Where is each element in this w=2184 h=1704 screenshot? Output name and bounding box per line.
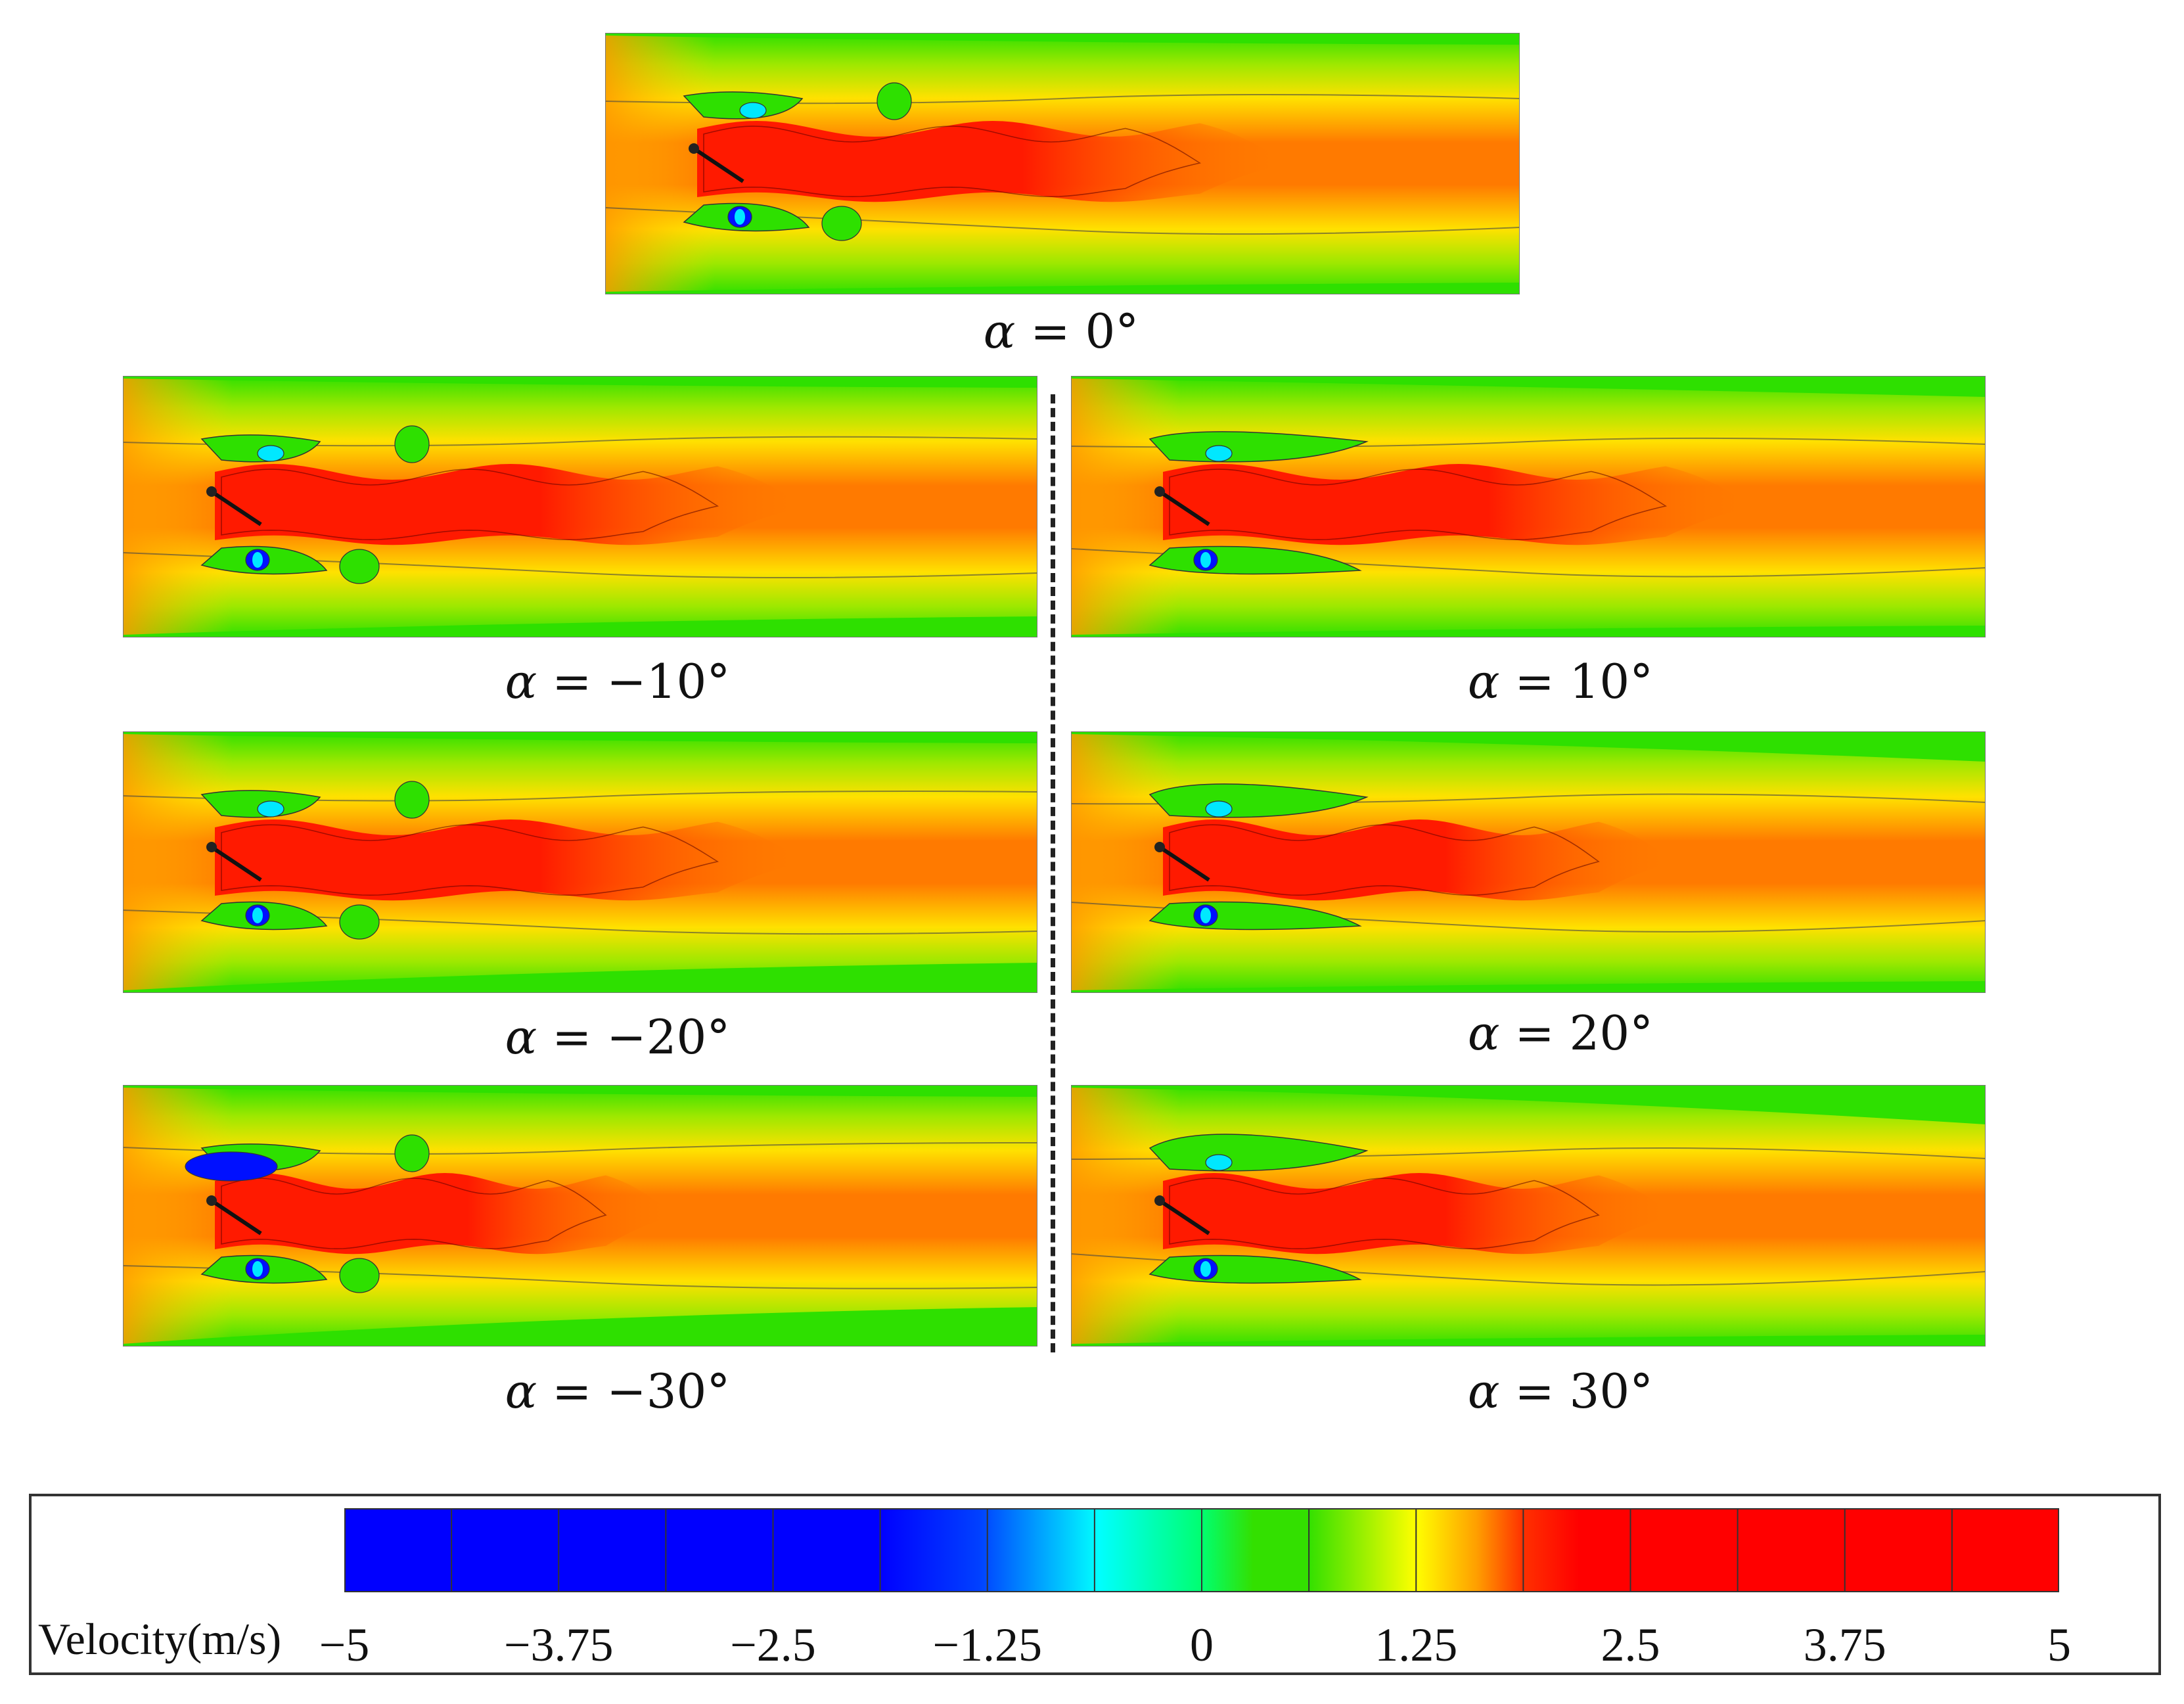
lower-vortex-inner [252,1261,263,1277]
velocity-field-p20 [1071,731,1986,993]
contour-panel-alpha-30 [1071,1085,1986,1347]
velocity-field-p30 [1071,1085,1986,1347]
colorbar-tick-label: 5 [2047,1619,2071,1671]
lower-vortex-inner [252,908,263,923]
upper-recirculation [1149,1134,1369,1172]
blade-tip [206,842,217,852]
contour-panel-alpha-10 [1071,376,1986,637]
lower-vortex-inner [1200,1261,1211,1277]
upper-recirculation [1149,431,1369,463]
dashed-divider [1051,394,1055,1352]
bottom-wall-band [1071,626,1986,637]
lower-vortex-inner [1200,552,1211,568]
bottom-wall-band [123,1307,1037,1347]
blade-shape [1158,845,1210,882]
shed-vortex-blob [394,425,430,463]
velocity-field-p10 [1071,376,1986,637]
velocity-field-p0 [605,33,1520,294]
upper-vortex-core [1205,800,1233,817]
velocity-field-pm20 [123,731,1037,993]
colorbar-tick-label: 2.5 [1601,1619,1660,1671]
caption-alpha-0: α = 0° [983,304,1139,359]
colorbar-tick-label: 0 [1190,1619,1214,1671]
top-wall-band [605,33,1520,45]
top-wall-band [1071,376,1986,397]
colorbar [344,1508,2059,1592]
top-wall-band [123,1085,1037,1097]
bottom-wall-band [1071,981,1986,993]
top-wall-band [123,731,1037,743]
contour-panel-alpha-neg20 [123,731,1037,993]
colorbar-tick-label: −2.5 [730,1619,816,1671]
upper-vortex-core [185,1151,278,1182]
upper-vortex-core [1205,1154,1233,1171]
bottom-wall-band [1071,1335,1986,1347]
panel-frame [1071,376,1986,637]
caption-alpha-neg10: α = −10° [505,654,731,709]
blade-shape [1158,1199,1210,1235]
colorbar-tick-label: −5 [319,1619,370,1671]
bottom-wall-band [123,963,1037,993]
panel-frame [605,33,1520,294]
blade-tip [206,1195,217,1206]
lower-vortex-inner [1200,908,1211,923]
contour-panel-alpha-neg10 [123,376,1037,637]
upper-vortex-core [1205,445,1233,462]
colorbar-tick-label: −3.75 [503,1619,614,1671]
top-wall-band [1071,731,1986,762]
contour-panel-alpha-20 [1071,731,1986,993]
panel-frame [1071,1085,1986,1347]
caption-alpha-10: α = 10° [1467,654,1654,709]
blade-shape [210,490,262,526]
colorbar-tick-label: 1.25 [1375,1619,1458,1671]
contour-panel-alpha-neg30 [123,1085,1037,1347]
velocity-field-pm30 [123,1085,1037,1347]
top-wall-band [123,376,1037,388]
contour-panel-alpha-0 [605,33,1520,294]
shed-vortex-blob [394,781,430,819]
blade-shape [693,147,744,183]
colorbar-tick-label: 3.75 [1803,1619,1886,1671]
shed-vortex-blob [339,1258,380,1293]
caption-alpha-neg20: α = −20° [505,1009,731,1065]
shed-vortex-blob [876,82,912,120]
panel-frame [123,731,1037,993]
top-wall-band [1071,1085,1986,1124]
bottom-wall-band [123,616,1037,637]
colorbar-tick-label: −1.25 [932,1619,1043,1671]
colorbar-frame [344,1508,2059,1592]
lower-vortex-inner [252,552,263,568]
bottom-wall-band [605,283,1520,294]
legend-title: Velocity(m/s) [38,1614,282,1664]
upper-vortex-core [739,102,767,119]
upper-recirculation [1149,783,1369,818]
shed-vortex-blob [339,549,380,584]
shed-vortex-blob [339,904,380,940]
caption-alpha-30: α = 30° [1467,1364,1654,1419]
caption-alpha-neg30: α = −30° [505,1364,731,1419]
blade-tip [1154,1195,1165,1206]
velocity-legend: Velocity(m/s) −5 −3.75 −2.5 −1.25 0 1.25 2.5 3.… [29,1494,2161,1675]
shed-vortex-blob [394,1134,430,1172]
shed-vortex-blob [821,206,862,241]
lower-vortex-inner [735,209,745,225]
panel-frame [123,376,1037,637]
blade-tip [1154,842,1165,852]
panel-frame [1071,731,1986,993]
blade-tip [1154,486,1165,497]
blade-tip [206,486,217,497]
upper-vortex-core [257,445,284,462]
caption-alpha-20: α = 20° [1467,1005,1654,1061]
blade-shape [210,845,262,882]
blade-shape [1158,490,1210,526]
upper-vortex-core [257,800,284,817]
blade-shape [210,1199,262,1235]
velocity-field-pm10 [123,376,1037,637]
panel-frame [123,1085,1037,1347]
blade-tip [689,143,699,154]
